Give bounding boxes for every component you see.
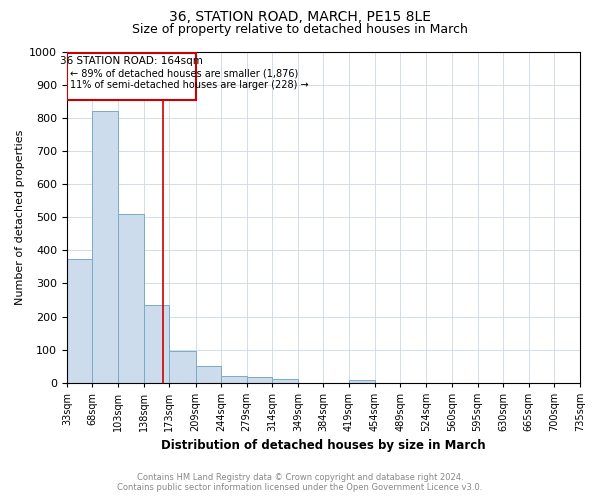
Bar [247,377,272,383]
Text: 36 STATION ROAD: 164sqm: 36 STATION ROAD: 164sqm [60,56,203,66]
Bar [92,111,118,383]
Text: ← 89% of detached houses are smaller (1,876): ← 89% of detached houses are smaller (1,… [70,68,298,78]
Bar [196,366,221,383]
Bar [272,379,298,383]
Bar [118,214,143,383]
Text: Contains HM Land Registry data © Crown copyright and database right 2024.
Contai: Contains HM Land Registry data © Crown c… [118,473,482,492]
Bar [143,305,169,383]
Text: 36, STATION ROAD, MARCH, PE15 8LE: 36, STATION ROAD, MARCH, PE15 8LE [169,10,431,24]
Bar [67,258,92,383]
X-axis label: Distribution of detached houses by size in March: Distribution of detached houses by size … [161,440,486,452]
Bar [67,53,196,100]
Bar [349,380,374,383]
Text: Size of property relative to detached houses in March: Size of property relative to detached ho… [132,22,468,36]
Bar [169,352,196,383]
Bar [221,376,247,383]
Y-axis label: Number of detached properties: Number of detached properties [15,130,25,305]
Text: 11% of semi-detached houses are larger (228) →: 11% of semi-detached houses are larger (… [70,80,308,90]
